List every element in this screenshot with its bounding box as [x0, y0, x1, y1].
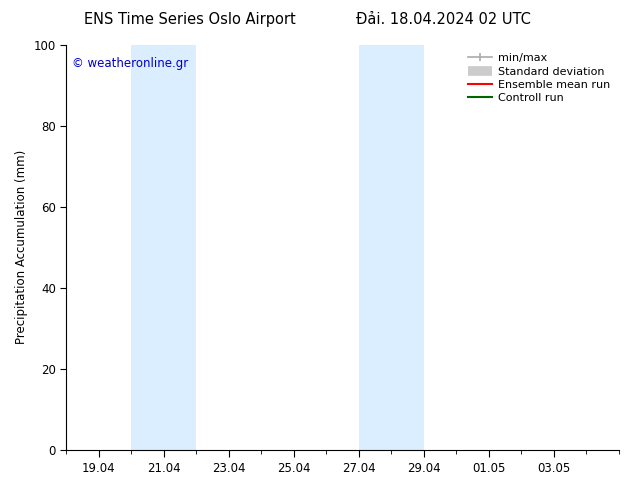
Text: Đải. 18.04.2024 02 UTC: Đải. 18.04.2024 02 UTC — [356, 12, 531, 27]
Bar — [359, 45, 424, 450]
Text: ENS Time Series Oslo Airport: ENS Time Series Oslo Airport — [84, 12, 296, 27]
Text: © weatheronline.gr: © weatheronline.gr — [72, 57, 188, 70]
Bar — [131, 45, 197, 450]
Y-axis label: Precipitation Accumulation (mm): Precipitation Accumulation (mm) — [15, 150, 28, 344]
Legend: min/max, Standard deviation, Ensemble mean run, Controll run: min/max, Standard deviation, Ensemble me… — [465, 50, 614, 107]
